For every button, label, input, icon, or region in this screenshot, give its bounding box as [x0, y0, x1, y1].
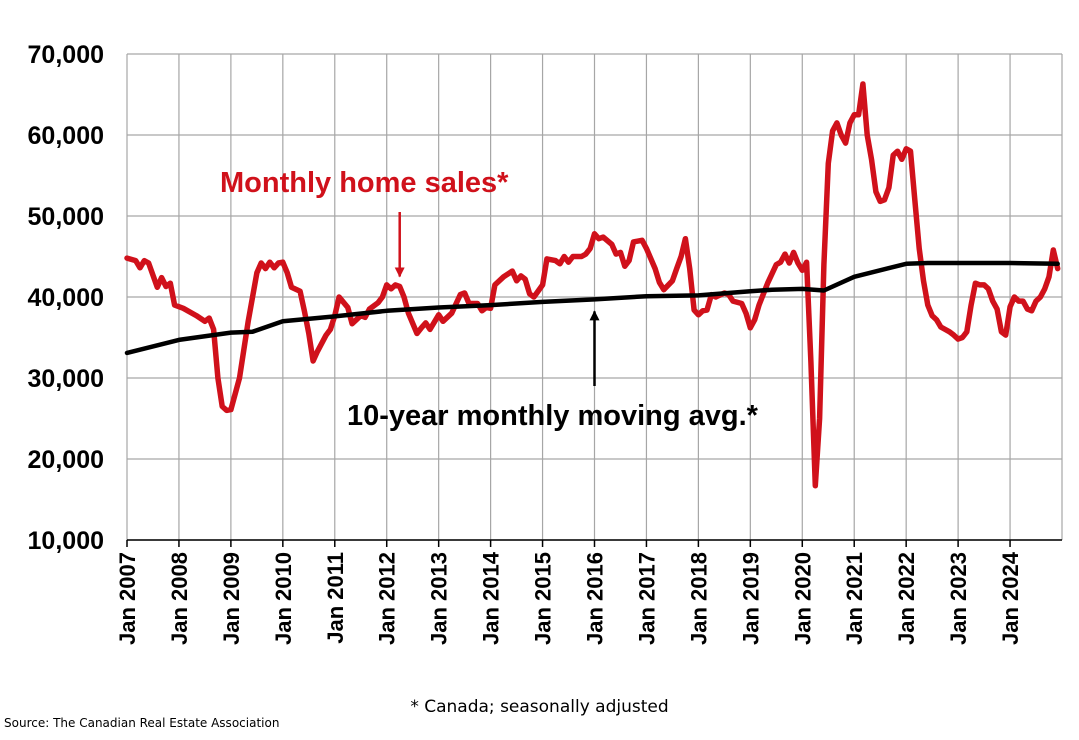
y-axis-labels: 70,000 60,000 50,000 40,000 30,000 20,000 10,0… — [28, 41, 104, 555]
source-note: Source: The Canadian Real Estate Associa… — [4, 716, 280, 730]
series-lines — [124, 81, 1061, 489]
x-tick-label: Jan 2024 — [998, 551, 1023, 645]
x-tick-label: Jan 2016 — [583, 552, 608, 645]
x-tick-label: Jan 2008 — [167, 552, 192, 645]
grid-lines — [126, 53, 1063, 547]
sales-line — [124, 81, 1061, 489]
x-tick-label: Jan 2013 — [427, 552, 452, 645]
x-tick-label: Jan 2021 — [842, 552, 867, 645]
annotations: Monthly home sales* 10-year monthly movi… — [220, 167, 759, 432]
y-tick-label: 40,000 — [28, 284, 104, 312]
x-tick-label: Jan 2018 — [686, 552, 711, 645]
x-tick-label: Jan 2022 — [894, 552, 919, 645]
x-tick-label: Jan 2023 — [946, 552, 971, 645]
x-tick-label: Jan 2007 — [115, 552, 140, 645]
x-axis-labels: Jan 2007 Jan 2008 Jan 2009 Jan 2010 Jan 2011… — [115, 551, 1023, 645]
x-tick-label: Jan 2012 — [375, 552, 400, 645]
x-tick-label: Jan 2017 — [634, 552, 659, 645]
x-tick-label: Jan 2015 — [531, 552, 556, 645]
x-tick-label: Jan 2011 — [323, 552, 348, 644]
moving-average-line — [124, 260, 1060, 356]
y-tick-label: 50,000 — [28, 203, 104, 231]
y-tick-label: 10,000 — [28, 527, 104, 555]
home-sales-chart: 70,000 60,000 50,000 40,000 30,000 20,000 10,0… — [28, 41, 1063, 645]
x-tick-label: Jan 2019 — [738, 552, 763, 645]
x-tick-label: Jan 2009 — [219, 552, 244, 645]
y-tick-label: 70,000 — [28, 41, 104, 69]
y-tick-label: 30,000 — [28, 365, 104, 393]
x-tick-label: Jan 2020 — [790, 552, 815, 645]
footnote: * Canada; seasonally adjusted — [410, 697, 669, 717]
sales-series-label: Monthly home sales* — [220, 167, 509, 199]
x-tick-label: Jan 2010 — [271, 552, 296, 645]
x-tick-label: Jan 2014 — [479, 551, 504, 645]
y-tick-label: 60,000 — [28, 122, 104, 150]
y-tick-label: 20,000 — [28, 446, 104, 474]
average-series-label: 10-year monthly moving avg.* — [347, 400, 759, 432]
